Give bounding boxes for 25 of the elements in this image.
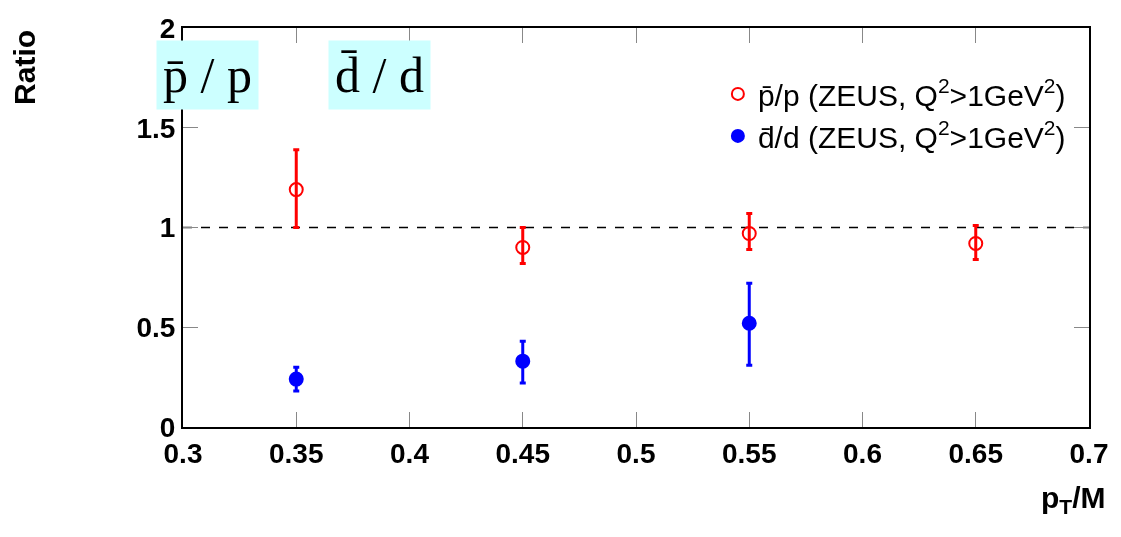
- annotation: p̄ / p: [163, 47, 252, 103]
- point: [515, 239, 531, 255]
- point: [288, 371, 304, 387]
- x-axis-title: p$_{T}$/M: [1041, 481, 1106, 519]
- x-tick-label: 0.35: [269, 437, 324, 469]
- point: [968, 235, 984, 251]
- x-tick-label: 0.55: [722, 437, 777, 469]
- y-axis-title: Ratio: [7, 29, 41, 105]
- y-tick-label: 1.5: [136, 112, 176, 144]
- x-tick-label: 0.6: [843, 437, 882, 469]
- x-tick-label: 0.5: [616, 437, 656, 469]
- y-tick-label: 0.5: [136, 312, 176, 344]
- x-tick-label: 0.7: [1069, 437, 1109, 469]
- legend-label: d̄/d (ZEUS, Q$^{2}$>1GeV$^{2}$): [757, 116, 1066, 154]
- point: [741, 315, 757, 331]
- y-tick-label: 2: [159, 12, 176, 44]
- point: [741, 225, 757, 241]
- x-tick-label: 0.45: [495, 437, 550, 469]
- annotation: d̄ / d: [335, 47, 424, 103]
- y-tick-label: 1: [159, 212, 176, 244]
- point: [288, 182, 304, 198]
- point: [515, 353, 531, 369]
- x-tick-label: 0.4: [390, 437, 430, 469]
- legend-label: p̄/p (ZEUS, Q$^{2}$>1GeV$^{2}$): [757, 74, 1066, 112]
- x-tick-label: 0.65: [948, 437, 1003, 469]
